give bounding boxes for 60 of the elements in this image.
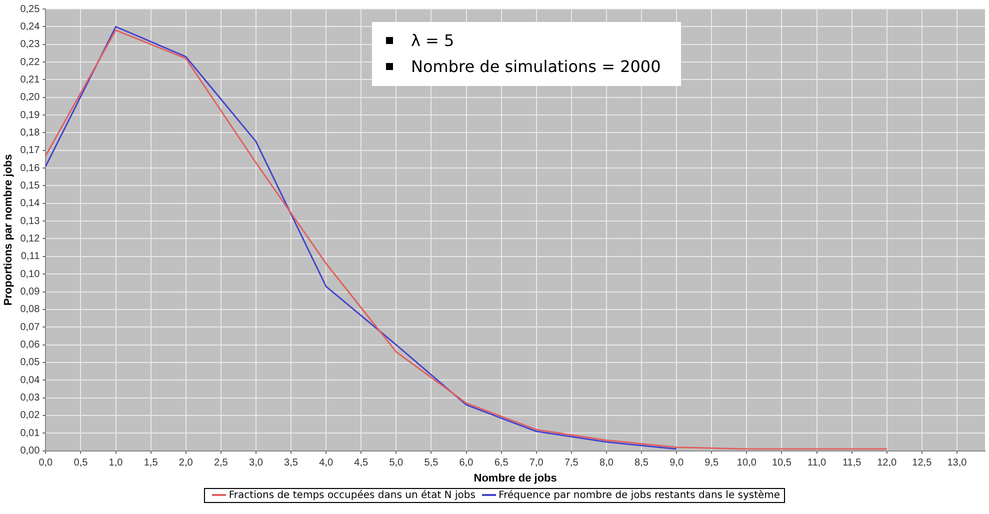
y-tick-label: 0,07 [20, 322, 40, 333]
y-tick-label: 0,13 [20, 216, 40, 227]
y-tick-label: 0,20 [20, 92, 40, 104]
y-tick-label: 0,16 [20, 162, 40, 174]
x-tick-label: 3,0 [249, 458, 264, 469]
y-tick-label: 0,06 [20, 340, 40, 351]
x-tick-label: 8,5 [634, 458, 649, 469]
x-tick-label: 12,0 [877, 458, 898, 469]
x-axis-title: Nombre de jobs [474, 472, 557, 484]
y-tick-label: 0,03 [20, 392, 40, 404]
y-tick-label: 0,00 [20, 446, 40, 457]
legend-label: Fractions de temps occupées dans un état N jobs [228, 490, 476, 501]
x-tick-label: 7,5 [564, 458, 579, 469]
x-tick-label: 10,0 [736, 458, 757, 469]
annotation: λ = 5 [411, 31, 454, 50]
y-tick-label: 0,18 [20, 127, 40, 138]
x-tick-label: 6,0 [459, 458, 474, 469]
x-tick-label: 10,5 [772, 458, 792, 469]
y-tick-label: 0,23 [20, 39, 40, 50]
x-tick-label: 13,0 [947, 458, 968, 469]
x-tick-label: 0,0 [38, 458, 54, 469]
y-tick-label: 0,15 [20, 180, 40, 192]
x-tick-label: 4,5 [354, 458, 368, 469]
y-tick-label: 0,14 [20, 198, 40, 210]
y-tick-label: 0,21 [20, 74, 40, 86]
x-tick-label: 1,5 [144, 458, 158, 469]
y-tick-label: 0,17 [20, 145, 40, 156]
x-tick-label: 11,0 [807, 458, 827, 469]
x-tick-label: 5,0 [389, 458, 404, 469]
y-tick-label: 0,22 [20, 56, 40, 68]
x-tick-label: 1,0 [108, 458, 124, 469]
y-axis-title: Proportions par nombre jobs [2, 154, 15, 306]
note-box: λ = 5 Nombre de simulations = 2000 [372, 22, 681, 86]
y-tick-label: 0,01 [20, 428, 40, 439]
y-tick-label: 0,02 [20, 410, 40, 422]
x-tick-label: 3,5 [284, 458, 298, 469]
y-tick-label: 0,10 [20, 268, 40, 280]
x-tick-label: 11,5 [842, 458, 862, 469]
legend-label: Fréquence par nombre de jobs restants dans le système [498, 490, 780, 501]
y-tick-label: 0,25 [20, 4, 40, 15]
x-tick-label: 2,5 [214, 458, 228, 469]
y-tick-label: 0,11 [20, 251, 40, 262]
y-tick-label: 0,19 [20, 110, 40, 121]
x-tick-label: 9,5 [704, 458, 719, 469]
x-tick-label: 0,5 [74, 458, 88, 469]
x-tick-label: 2,0 [178, 458, 194, 469]
y-tick-label: 0,05 [20, 357, 40, 368]
x-tick-label: 12,5 [912, 458, 932, 469]
y-tick-label: 0,04 [20, 374, 40, 386]
x-tick-label: 8,0 [600, 458, 614, 469]
y-tick-label: 0,24 [20, 21, 40, 32]
x-tick-label: 4,0 [319, 458, 334, 469]
x-tick-label: 7,0 [529, 458, 544, 469]
x-tick-label: 5,5 [424, 458, 439, 469]
y-tick-label: 0,12 [20, 233, 40, 244]
annotation: Nombre de simulations = 2000 [411, 57, 661, 76]
x-tick-label: 6,5 [494, 458, 509, 469]
y-tick-label: 0,09 [20, 286, 40, 298]
y-tick-label: 0,08 [20, 304, 40, 316]
x-tick-label: 9,0 [670, 458, 684, 469]
